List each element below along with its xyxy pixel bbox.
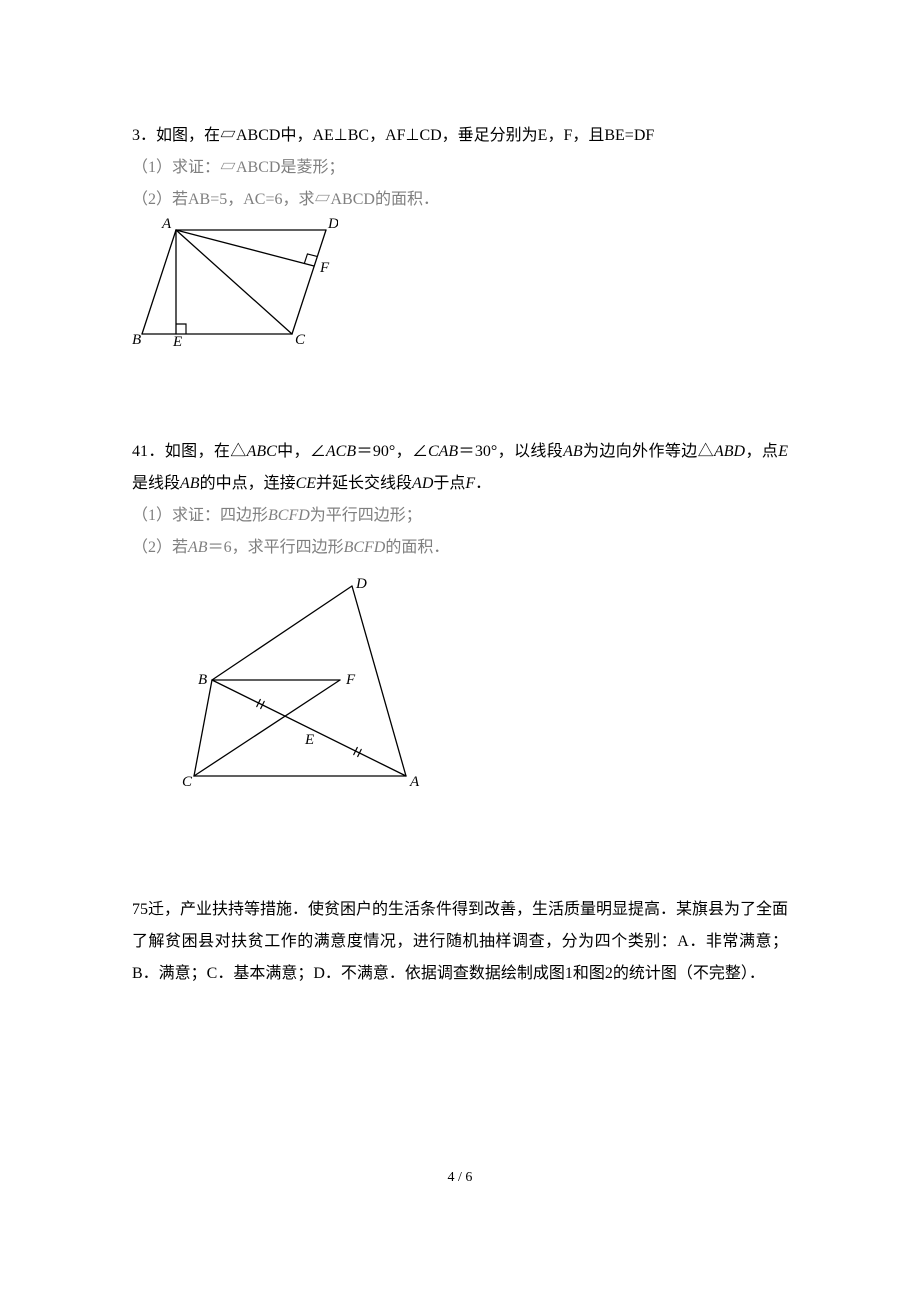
svg-text:E: E: [172, 334, 182, 346]
q41-part2: （2）若AB＝6，求平行四边形BCFD的面积．: [132, 532, 788, 564]
page-footer: 4 / 6: [132, 1170, 788, 1186]
spacer: [132, 794, 788, 894]
q41-part1: （1）求证：四边形BCFD为平行四边形；: [132, 500, 788, 532]
svg-text:F: F: [319, 260, 330, 276]
svg-text:D: D: [355, 576, 367, 592]
q41-figure: C A B D E F: [172, 574, 432, 794]
q3-stem: 3．如图，在▱ABCD中，AE⊥BC，AF⊥CD，垂足分别为E，F，且BE=DF: [132, 120, 788, 152]
q3-part2: （2）若AB=5，AC=6，求▱ABCD的面积．: [132, 184, 788, 216]
svg-text:C: C: [295, 332, 306, 346]
svg-text:E: E: [304, 732, 314, 748]
svg-text:C: C: [182, 774, 193, 790]
svg-text:B: B: [198, 672, 207, 688]
q41-stem: 41．如图，在△ABC中，∠ACB＝90°，∠CAB＝30°，以线段AB为边向外…: [132, 436, 788, 500]
spacer: [132, 346, 788, 436]
svg-text:D: D: [327, 216, 338, 232]
q3-part1: （1）求证：▱ABCD是菱形；: [132, 152, 788, 184]
q75-text: 75迁，产业扶持等措施．使贫困户的生活条件得到改善，生活质量明显提高．某旗县为了…: [132, 894, 788, 990]
svg-text:B: B: [132, 332, 141, 346]
q3-figure: A D B C E F: [132, 216, 338, 346]
svg-text:A: A: [409, 774, 420, 790]
svg-text:F: F: [345, 672, 356, 688]
svg-text:A: A: [161, 216, 172, 232]
